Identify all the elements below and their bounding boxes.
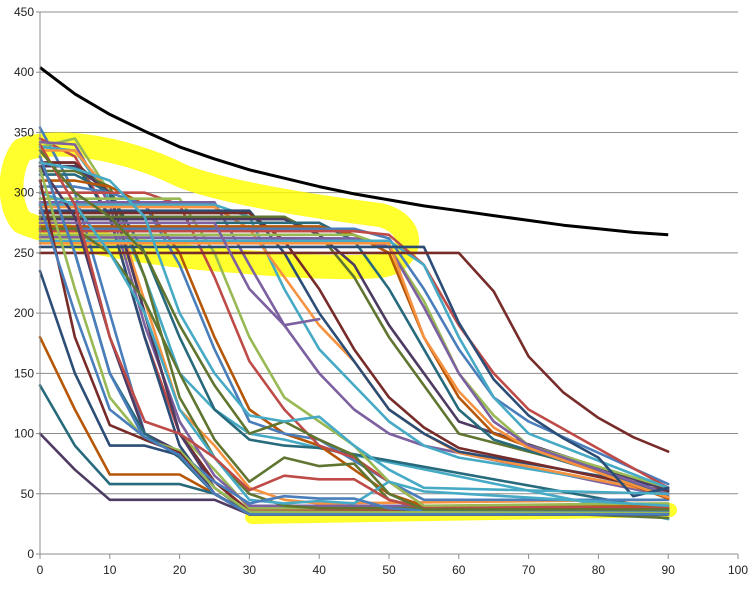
x-tick-label: 100 [728,563,748,577]
x-tick-label: 90 [662,563,676,577]
reference-line [39,66,669,237]
x-tick-label: 40 [313,563,327,577]
y-tick-label: 350 [14,125,34,139]
x-tick-label: 70 [522,563,536,577]
x-tick-label: 60 [452,563,466,577]
x-tick-label: 10 [103,563,117,577]
series-line-20 [38,215,670,490]
series-line-28 [38,239,670,490]
y-tick-label: 450 [14,5,34,19]
y-tick-label: 200 [14,306,34,320]
series-line-47 [38,161,670,496]
series-line-41 [38,143,670,510]
series-line-35 [38,191,670,508]
series-lines [38,126,670,521]
y-tick-label: 400 [14,65,34,79]
series-line-42 [38,155,670,512]
y-tick-label: 150 [14,366,34,380]
series-line-24 [38,227,670,486]
series-line-46 [38,149,670,511]
reference-line-group [39,66,669,237]
x-tick-label: 30 [243,563,257,577]
y-tick-label: 0 [27,547,34,561]
series-line-30 [38,245,670,498]
series-line-22 [38,221,670,496]
axes [36,11,739,559]
series-line-31 [38,251,670,453]
series-line-25 [38,229,670,490]
x-tick-label: 50 [382,563,396,577]
y-tick-label: 300 [14,186,34,200]
x-tick-label: 0 [37,563,44,577]
series-line-45 [38,203,670,516]
x-tick-label: 20 [173,563,187,577]
x-tick-label: 80 [592,563,606,577]
y-tick-label: 50 [21,487,35,501]
y-tick-label: 100 [14,427,34,441]
x-tick-labels: 0 10 20 30 40 50 60 70 80 90 100 [37,563,749,577]
series-line-18 [38,209,670,490]
y-tick-labels: 0 50 100 150 200 250 300 350 400 450 [14,5,34,561]
y-tick-label: 250 [14,246,34,260]
series-line-36 [38,221,321,327]
series-line-29 [38,242,670,499]
